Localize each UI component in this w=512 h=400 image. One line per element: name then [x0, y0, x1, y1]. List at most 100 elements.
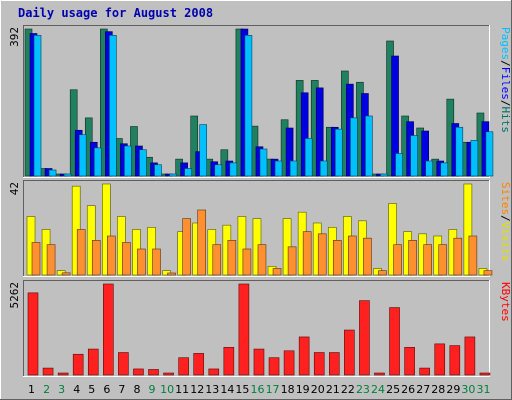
bar-kbytes-day-1 — [27, 292, 39, 376]
x-tick-label-13: 13 — [205, 383, 219, 396]
bar-files-day-19 — [300, 92, 309, 177]
bar-kbytes-day-17 — [268, 357, 280, 376]
legend-entry-middle-0: Sites — [499, 182, 512, 215]
x-tick-label-22: 22 — [341, 383, 355, 396]
bar-pages-day-26 — [410, 135, 418, 177]
bar-pages-day-17 — [274, 160, 283, 177]
bar-pages-day-24 — [380, 173, 388, 177]
x-tick-label-11: 11 — [175, 383, 189, 396]
bar-sites-day-31 — [483, 270, 493, 276]
bar-pages-day-15 — [244, 35, 253, 177]
bar-sites-day-6 — [107, 235, 116, 276]
bar-kbytes-day-24 — [374, 372, 385, 376]
bar-sites-day-12 — [197, 209, 207, 276]
bar-sites-day-16 — [257, 244, 267, 276]
bar-kbytes-day-12 — [193, 353, 205, 376]
bar-sites-day-13 — [212, 244, 222, 276]
x-axis-day-labels: 1 2 3 4 5 6 7 8 9 10 11 12 13 14 15 16 17 18 19 20 21 22 23 24 2… — [28, 383, 490, 396]
x-tick-label-30: 30 — [461, 383, 475, 396]
bar-kbytes-day-30 — [464, 336, 476, 376]
bar-sites-day-20 — [317, 233, 327, 276]
legend-entry-top-2: Files — [499, 67, 512, 100]
bar-pages-day-18 — [289, 160, 298, 177]
bar-sites-day-15 — [242, 248, 252, 276]
bar-kbytes-day-21 — [328, 352, 340, 376]
bar-kbytes-day-19 — [298, 336, 310, 376]
bar-pages-day-29 — [455, 126, 464, 177]
x-tick-label-20: 20 — [311, 383, 325, 396]
panel-top-ymax-label: 392 — [8, 27, 21, 47]
legend-entry-middle-2: Visits — [499, 222, 512, 262]
bar-kbytes-day-20 — [313, 352, 325, 376]
bar-kbytes-day-6 — [103, 283, 114, 376]
bar-pages-day-6 — [109, 35, 117, 177]
bar-pages-day-7 — [124, 145, 132, 177]
bar-sites-day-4 — [76, 229, 86, 276]
bar-pages-day-13 — [214, 164, 223, 177]
bar-sites-day-18 — [287, 246, 297, 276]
bar-files-day-25 — [391, 55, 399, 177]
bar-kbytes-day-18 — [283, 350, 295, 376]
x-tick-label-29: 29 — [446, 383, 460, 396]
bar-pages-day-10 — [169, 173, 177, 177]
bar-sites-day-5 — [91, 240, 101, 276]
bar-pages-day-21 — [334, 128, 343, 177]
bar-pages-day-3 — [63, 173, 72, 177]
x-tick-label-25: 25 — [386, 383, 400, 396]
bar-kbytes-day-26 — [404, 347, 415, 376]
bar-pages-day-16 — [259, 148, 268, 177]
x-tick-label-24: 24 — [371, 383, 385, 396]
bar-pages-day-4 — [78, 134, 87, 177]
bar-kbytes-day-13 — [208, 368, 220, 376]
bar-pages-day-5 — [93, 147, 102, 177]
x-tick-label-18: 18 — [281, 383, 295, 396]
bar-kbytes-day-5 — [87, 348, 99, 376]
x-tick-label-21: 21 — [326, 383, 340, 396]
bar-sites-day-21 — [332, 240, 342, 276]
bar-kbytes-day-11 — [178, 357, 189, 376]
bar-sites-day-28 — [438, 244, 448, 276]
bar-pages-day-2 — [48, 169, 57, 177]
panel-bottom: 5262 KBytes — [8, 280, 512, 377]
series-files — [29, 28, 490, 177]
bar-sites-day-17 — [272, 268, 282, 276]
bar-pages-day-22 — [350, 117, 358, 177]
x-tick-label-26: 26 — [401, 383, 415, 396]
bar-sites-day-26 — [408, 240, 417, 276]
bar-pages-day-11 — [184, 168, 192, 177]
bar-kbytes-day-23 — [359, 300, 370, 376]
legend-entry-top-4: Hits — [499, 107, 512, 134]
bar-sites-day-2 — [46, 244, 56, 276]
bar-sites-day-1 — [31, 242, 41, 276]
bar-visits-day-25 — [388, 203, 397, 276]
panel-top-legend: Pages/Files/Hits — [499, 27, 512, 133]
legend-entry-top-3: / — [499, 100, 512, 107]
bar-visits-day-15 — [237, 216, 247, 276]
legend-entry-top-0: Pages — [499, 27, 512, 60]
x-tick-label-9: 9 — [149, 383, 156, 396]
panel-bottom-ymax-label: 5262 — [8, 282, 21, 309]
x-tick-label-12: 12 — [190, 383, 204, 396]
bar-pages-day-8 — [139, 149, 147, 177]
bar-sites-day-9 — [152, 248, 161, 276]
series-sites — [31, 209, 493, 276]
bar-pages-day-19 — [304, 138, 313, 177]
bar-hits-day-12 — [190, 115, 199, 177]
bar-kbytes-day-2 — [42, 367, 54, 376]
legend-entry-bottom-0: KBytes — [499, 282, 512, 322]
bar-sites-day-23 — [363, 237, 372, 276]
x-tick-label-7: 7 — [118, 383, 125, 396]
bar-kbytes-day-10 — [163, 372, 174, 376]
bar-kbytes-day-3 — [57, 372, 69, 376]
bar-pages-day-23 — [365, 115, 373, 177]
bar-pages-day-20 — [319, 160, 328, 177]
x-tick-label-17: 17 — [266, 383, 280, 396]
bar-sites-day-3 — [61, 272, 71, 276]
bar-sites-day-7 — [122, 242, 131, 276]
bar-pages-day-25 — [395, 153, 403, 177]
x-tick-label-31: 31 — [476, 383, 490, 396]
series-visits — [26, 183, 488, 276]
bar-pages-day-12 — [199, 124, 208, 177]
